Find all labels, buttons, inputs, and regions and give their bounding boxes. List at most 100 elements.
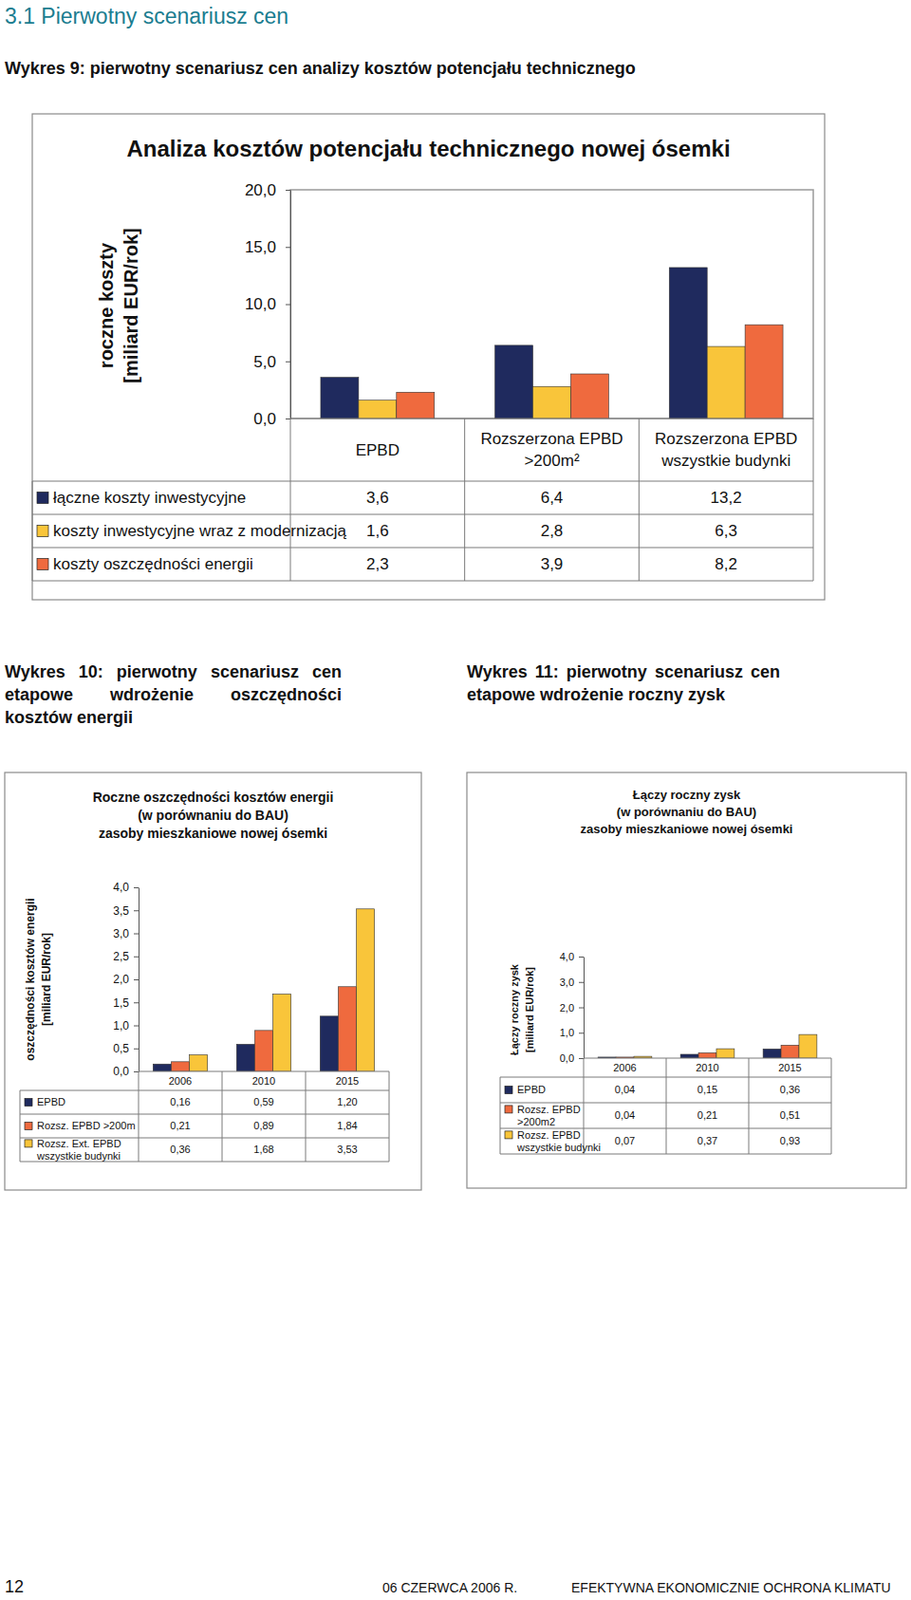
legend-swatch [504, 1086, 513, 1095]
category-label-line: Rozszerzona EPBD [480, 429, 623, 448]
table-rule [831, 1058, 833, 1154]
page-svg: Analiza kosztów potencjału technicznego … [0, 0, 911, 1600]
legend-label-line: Rozsz. EPBD [517, 1129, 581, 1141]
y-axis-title: oszczędności kosztów energii[miliard EUR… [23, 897, 54, 1060]
y-axis-title: roczne koszty[miliard EUR/rok] [95, 227, 142, 383]
category-label-line: Rozszerzona EPBD [654, 429, 798, 448]
y-tick-label: 20,0 [244, 181, 277, 200]
y-tick-label: 1,0 [112, 1019, 130, 1033]
legend-swatch [24, 1098, 33, 1107]
table-rule [638, 418, 640, 581]
table-value: 0,59 [253, 1096, 274, 1108]
bar [716, 1048, 735, 1059]
table-value: 0,89 [253, 1119, 274, 1132]
chart-box [32, 113, 825, 600]
table-rule [19, 1090, 21, 1162]
category-label-line: >200m² [523, 451, 579, 470]
table-value: 0,16 [169, 1096, 190, 1108]
table-rule [19, 1114, 390, 1116]
bar [799, 1034, 818, 1059]
table-value: 0,21 [169, 1119, 190, 1132]
y-tick-mark [285, 361, 291, 363]
table-rule [138, 1071, 390, 1073]
table-value: 6,3 [714, 521, 738, 540]
y-tick-label: 1,0 [559, 1026, 575, 1039]
bar [356, 909, 375, 1072]
legend-label: EPBD [517, 1083, 546, 1096]
category-label-line: 2015 [778, 1061, 801, 1074]
y-tick: 3,5 [112, 904, 139, 918]
y-axis-title: Łączy roczny zysk[miliard EUR/rok] [508, 963, 536, 1056]
y-axis-line [583, 957, 585, 1060]
y-tick: 0,0 [112, 1064, 139, 1079]
legend-label: łączne koszty inwestycyjne [53, 488, 246, 507]
bars [597, 1034, 818, 1059]
legend-swatch [37, 558, 49, 571]
chart-title-line: (w porównaniu do BAU) [137, 807, 289, 823]
y-tick-mark [133, 1071, 139, 1073]
bar [780, 1044, 800, 1059]
footer-title: EFEKTYWNA EKONOMICZNIE OCHRONA KLIMATU [571, 1580, 892, 1596]
table-value: 0,37 [697, 1134, 718, 1147]
table-value: 2,8 [540, 521, 564, 540]
bar [495, 345, 534, 419]
legend-label-line: Rozsz. EPBD [517, 1103, 581, 1116]
table-rule [19, 1090, 390, 1092]
table-rule [222, 1071, 224, 1162]
table-rule [305, 1071, 307, 1162]
table-value: 6,4 [540, 488, 564, 507]
chart-title: Łączy roczny zysk(w porównaniu do BAU)za… [580, 787, 794, 837]
y-tick: 0,0 [559, 1052, 584, 1064]
chart-title-line: zasoby mieszkaniowe nowej ósemki [98, 825, 328, 841]
bar [236, 1043, 255, 1072]
bar [170, 1061, 189, 1072]
y-tick: 2,0 [112, 972, 139, 986]
y-axis-title-line: Łączy roczny zysk [508, 963, 521, 1056]
legend-label-line: >200m2 [517, 1115, 556, 1128]
y-tick: 3,0 [112, 927, 139, 941]
y-tick-label: 3,0 [112, 927, 130, 941]
table-value: 8,2 [714, 555, 738, 574]
data-table: 200620102015EPBD0,160,591,20Rozsz. EPBD … [19, 1071, 390, 1162]
y-tick-mark [578, 1032, 584, 1034]
y-axis: 0,05,010,015,020,0 [244, 181, 292, 428]
y-tick-label: 2,0 [112, 972, 130, 986]
chart-title: Analiza kosztów potencjału technicznego … [126, 135, 730, 162]
y-tick-mark [133, 1048, 139, 1050]
y-tick-mark [133, 979, 139, 981]
table-rule [813, 418, 815, 581]
table-value: 1,20 [336, 1096, 357, 1108]
y-tick-mark [285, 418, 291, 420]
y-tick: 0,5 [112, 1041, 139, 1056]
bar [396, 391, 435, 419]
legend-label-line: wszystkie budynki [36, 1150, 121, 1162]
category-label: EPBD [355, 441, 400, 460]
bar [762, 1048, 781, 1059]
legend-label-line: Rozsz. Ext. EPBD [37, 1137, 122, 1150]
bar [152, 1063, 171, 1072]
legend-label: Rozsz. EPBDwszystkie budynki [516, 1129, 601, 1153]
bar [669, 267, 707, 419]
y-tick-label: 0,0 [112, 1064, 130, 1079]
y-tick-label: 2,0 [559, 1002, 575, 1014]
category-label: 2015 [778, 1061, 801, 1074]
y-axis-line [138, 888, 140, 1073]
category-label: 2006 [613, 1061, 636, 1074]
y-tick-mark [285, 246, 291, 248]
y-tick-label: 1,5 [112, 996, 130, 1010]
category-label-line: 2006 [168, 1075, 192, 1087]
y-tick: 4,0 [112, 880, 139, 894]
table-value: 0,04 [614, 1083, 635, 1096]
table-rule [583, 1058, 832, 1060]
y-axis-line [290, 190, 292, 420]
y-tick: 0,0 [253, 409, 291, 428]
legend-swatch [37, 525, 49, 538]
y-tick: 15,0 [244, 238, 291, 257]
section-heading: 3.1 Pierwotny scenariusz cen [4, 3, 289, 30]
legend-swatch [504, 1131, 513, 1139]
bar [320, 377, 359, 419]
y-tick: 1,5 [112, 996, 139, 1010]
legend-label: Rozsz. EPBD>200m2 [517, 1103, 581, 1128]
bar [358, 400, 397, 419]
bar [319, 1016, 338, 1072]
